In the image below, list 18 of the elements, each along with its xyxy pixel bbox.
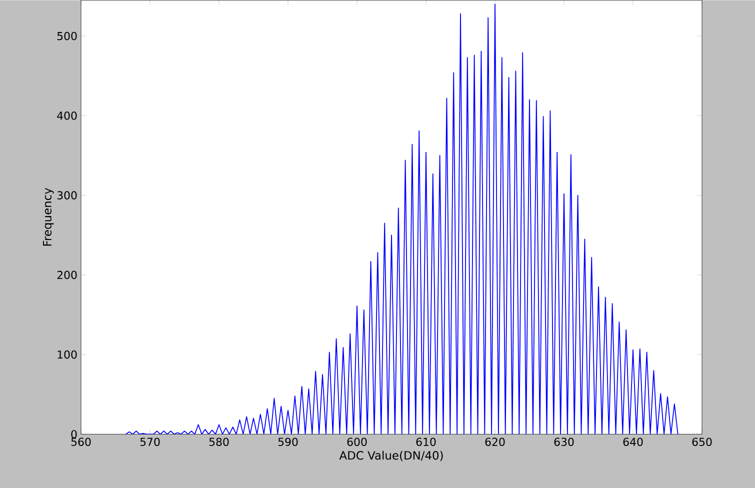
y-tick-label: 300 — [57, 191, 77, 200]
x-tick-label: 560 — [71, 438, 91, 446]
x-axis-title: ADC Value(DN/40) — [339, 450, 443, 461]
x-tick-label: 620 — [485, 438, 505, 446]
x-tick-label: 580 — [209, 438, 229, 446]
y-axis-title: Frequency — [43, 188, 54, 246]
y-tick-label: 400 — [57, 111, 77, 120]
x-tick-label: 610 — [416, 438, 436, 446]
x-tick-label: 570 — [140, 438, 160, 446]
y-tick-label: 0 — [71, 430, 77, 438]
y-tick-label: 500 — [57, 32, 77, 40]
x-tick-label: 630 — [554, 438, 574, 446]
x-tick-label: 600 — [347, 438, 367, 446]
y-tick-label: 200 — [57, 270, 77, 279]
x-tick-label: 590 — [278, 438, 298, 446]
x-tick-label: 640 — [623, 438, 643, 446]
x-tick-label: 650 — [692, 438, 712, 446]
y-tick-label: 100 — [58, 350, 77, 359]
